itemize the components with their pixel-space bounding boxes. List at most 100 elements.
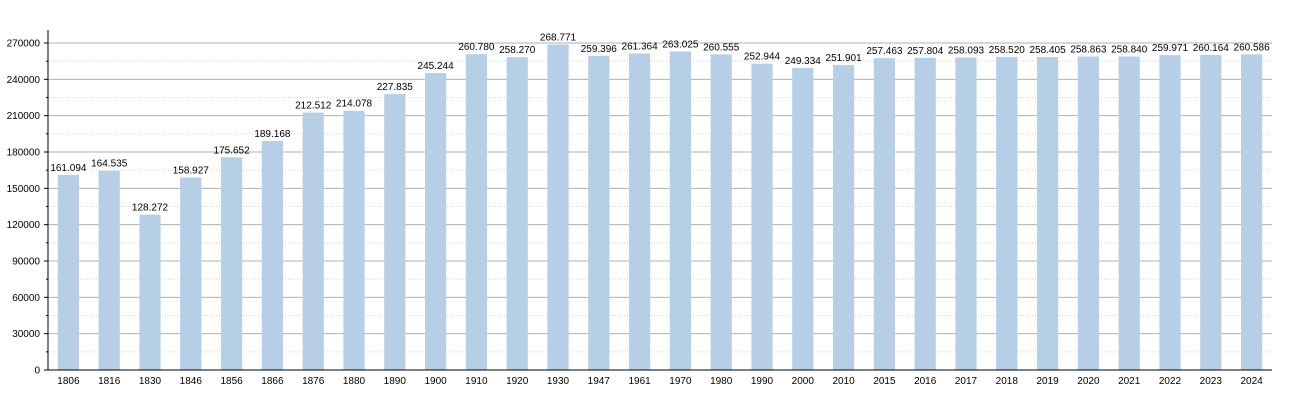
- bar-1816: [98, 170, 120, 370]
- x-tick-label-1900: 1900: [424, 376, 447, 387]
- x-tick-label-2021: 2021: [1118, 376, 1141, 387]
- data-label-1910: 260.780: [458, 42, 495, 53]
- y-tick-label: 120000: [7, 220, 41, 231]
- x-tick-label-2016: 2016: [914, 376, 937, 387]
- bar-1947: [588, 55, 610, 370]
- data-label-1816: 164.535: [91, 159, 128, 170]
- bar-2000: [792, 68, 814, 371]
- data-label-1880: 214.078: [336, 99, 373, 110]
- bar-1806: [57, 174, 80, 370]
- bar-1880: [343, 110, 365, 370]
- data-label-1806: 161.094: [50, 163, 87, 174]
- data-label-2016: 257.804: [907, 46, 944, 57]
- data-label-1900: 245.244: [418, 61, 455, 72]
- labels: 0 30000 60000 90000 120000 150000 180000 210000…: [7, 32, 1270, 387]
- bar-1961: [628, 53, 651, 370]
- x-tick-label-2023: 2023: [1200, 376, 1223, 387]
- data-label-1846: 158.927: [173, 166, 210, 177]
- bar-1910: [465, 54, 488, 370]
- data-label-2015: 257.463: [866, 46, 903, 57]
- x-tick-label-1990: 1990: [751, 376, 774, 387]
- data-label-1876: 212.512: [295, 101, 332, 112]
- data-label-1930: 268.771: [540, 32, 577, 43]
- data-label-1890: 227.835: [377, 82, 414, 93]
- bar-2018: [996, 56, 1018, 370]
- y-tick-label: 210000: [7, 111, 41, 122]
- data-label-2000: 249.334: [785, 56, 822, 67]
- axes: [44, 30, 1272, 371]
- data-label-1830: 128.272: [132, 203, 169, 214]
- x-tick-label-1980: 1980: [710, 376, 733, 387]
- bar-1980: [710, 54, 732, 371]
- x-tick-label-1856: 1856: [220, 376, 243, 387]
- x-tick-label-1890: 1890: [384, 376, 407, 387]
- x-tick-label-2020: 2020: [1077, 376, 1100, 387]
- x-tick-label-1876: 1876: [302, 376, 325, 387]
- data-label-2021: 258.840: [1111, 45, 1148, 56]
- y-tick-label: 150000: [7, 184, 41, 195]
- bar-2020: [1077, 56, 1100, 370]
- bar-1900: [424, 72, 447, 370]
- data-label-1947: 259.396: [581, 44, 618, 55]
- y-tick-label: 270000: [7, 39, 41, 50]
- data-label-1866: 189.168: [254, 129, 291, 140]
- data-label-1961: 261.364: [622, 41, 659, 52]
- x-tick-label-1920: 1920: [506, 376, 529, 387]
- y-tick-label: 60000: [12, 293, 40, 304]
- data-label-2023: 260.164: [1193, 43, 1230, 54]
- bar-2015: [873, 58, 896, 370]
- bar-2021: [1118, 56, 1140, 371]
- x-tick-label-1846: 1846: [180, 376, 203, 387]
- x-tick-label-1880: 1880: [343, 376, 366, 387]
- bar-1876: [302, 112, 324, 370]
- bar-2022: [1159, 55, 1181, 370]
- bar-1930: [547, 44, 569, 370]
- bar-1846: [180, 177, 202, 370]
- x-tick-label-2017: 2017: [955, 376, 978, 387]
- x-tick-label-2024: 2024: [1240, 376, 1263, 387]
- data-label-1970: 263.025: [662, 39, 699, 50]
- data-label-2022: 259.971: [1152, 43, 1189, 54]
- bar-1970: [669, 51, 692, 370]
- bar-1866: [261, 140, 284, 370]
- bar-1890: [384, 94, 406, 370]
- x-tick-label-1806: 1806: [57, 376, 80, 387]
- x-tick-label-1930: 1930: [547, 376, 570, 387]
- data-label-2010: 251.901: [826, 53, 863, 64]
- bar-2019: [1036, 57, 1059, 370]
- x-tick-label-2015: 2015: [873, 376, 896, 387]
- bar-2023: [1200, 54, 1222, 371]
- x-tick-label-2019: 2019: [1036, 376, 1059, 387]
- x-tick-label-1947: 1947: [588, 376, 611, 387]
- bar-2016: [914, 57, 936, 370]
- bar-1830: [139, 214, 161, 370]
- x-tick-label-1910: 1910: [465, 376, 488, 387]
- x-tick-label-2018: 2018: [996, 376, 1019, 387]
- data-label-2024: 260.586: [1234, 42, 1271, 53]
- bar-2017: [955, 57, 977, 370]
- data-label-2019: 258.405: [1030, 45, 1067, 56]
- data-label-1990: 252.944: [744, 52, 781, 63]
- y-tick-label: 30000: [12, 329, 40, 340]
- data-label-2020: 258.863: [1070, 44, 1107, 55]
- data-label-2018: 258.520: [989, 45, 1026, 56]
- bar-1856: [220, 157, 243, 370]
- bar-1920: [506, 57, 528, 371]
- y-tick-label: 240000: [7, 75, 41, 86]
- x-tick-label-1816: 1816: [98, 376, 121, 387]
- bar-2024: [1240, 54, 1263, 371]
- x-tick-label-1970: 1970: [669, 376, 692, 387]
- x-tick-label-2022: 2022: [1159, 376, 1182, 387]
- y-tick-label: 180000: [7, 148, 41, 159]
- bar-2010: [832, 64, 855, 371]
- data-label-1980: 260.555: [703, 42, 740, 53]
- grid-lines: [48, 42, 1272, 353]
- x-tick-label-1866: 1866: [261, 376, 284, 387]
- data-label-1856: 175.652: [214, 145, 251, 156]
- bar-1990: [751, 63, 773, 371]
- bars: [57, 44, 1263, 371]
- x-tick-label-2000: 2000: [792, 376, 815, 387]
- x-tick-label-1961: 1961: [628, 376, 651, 387]
- x-tick-label-1830: 1830: [139, 376, 162, 387]
